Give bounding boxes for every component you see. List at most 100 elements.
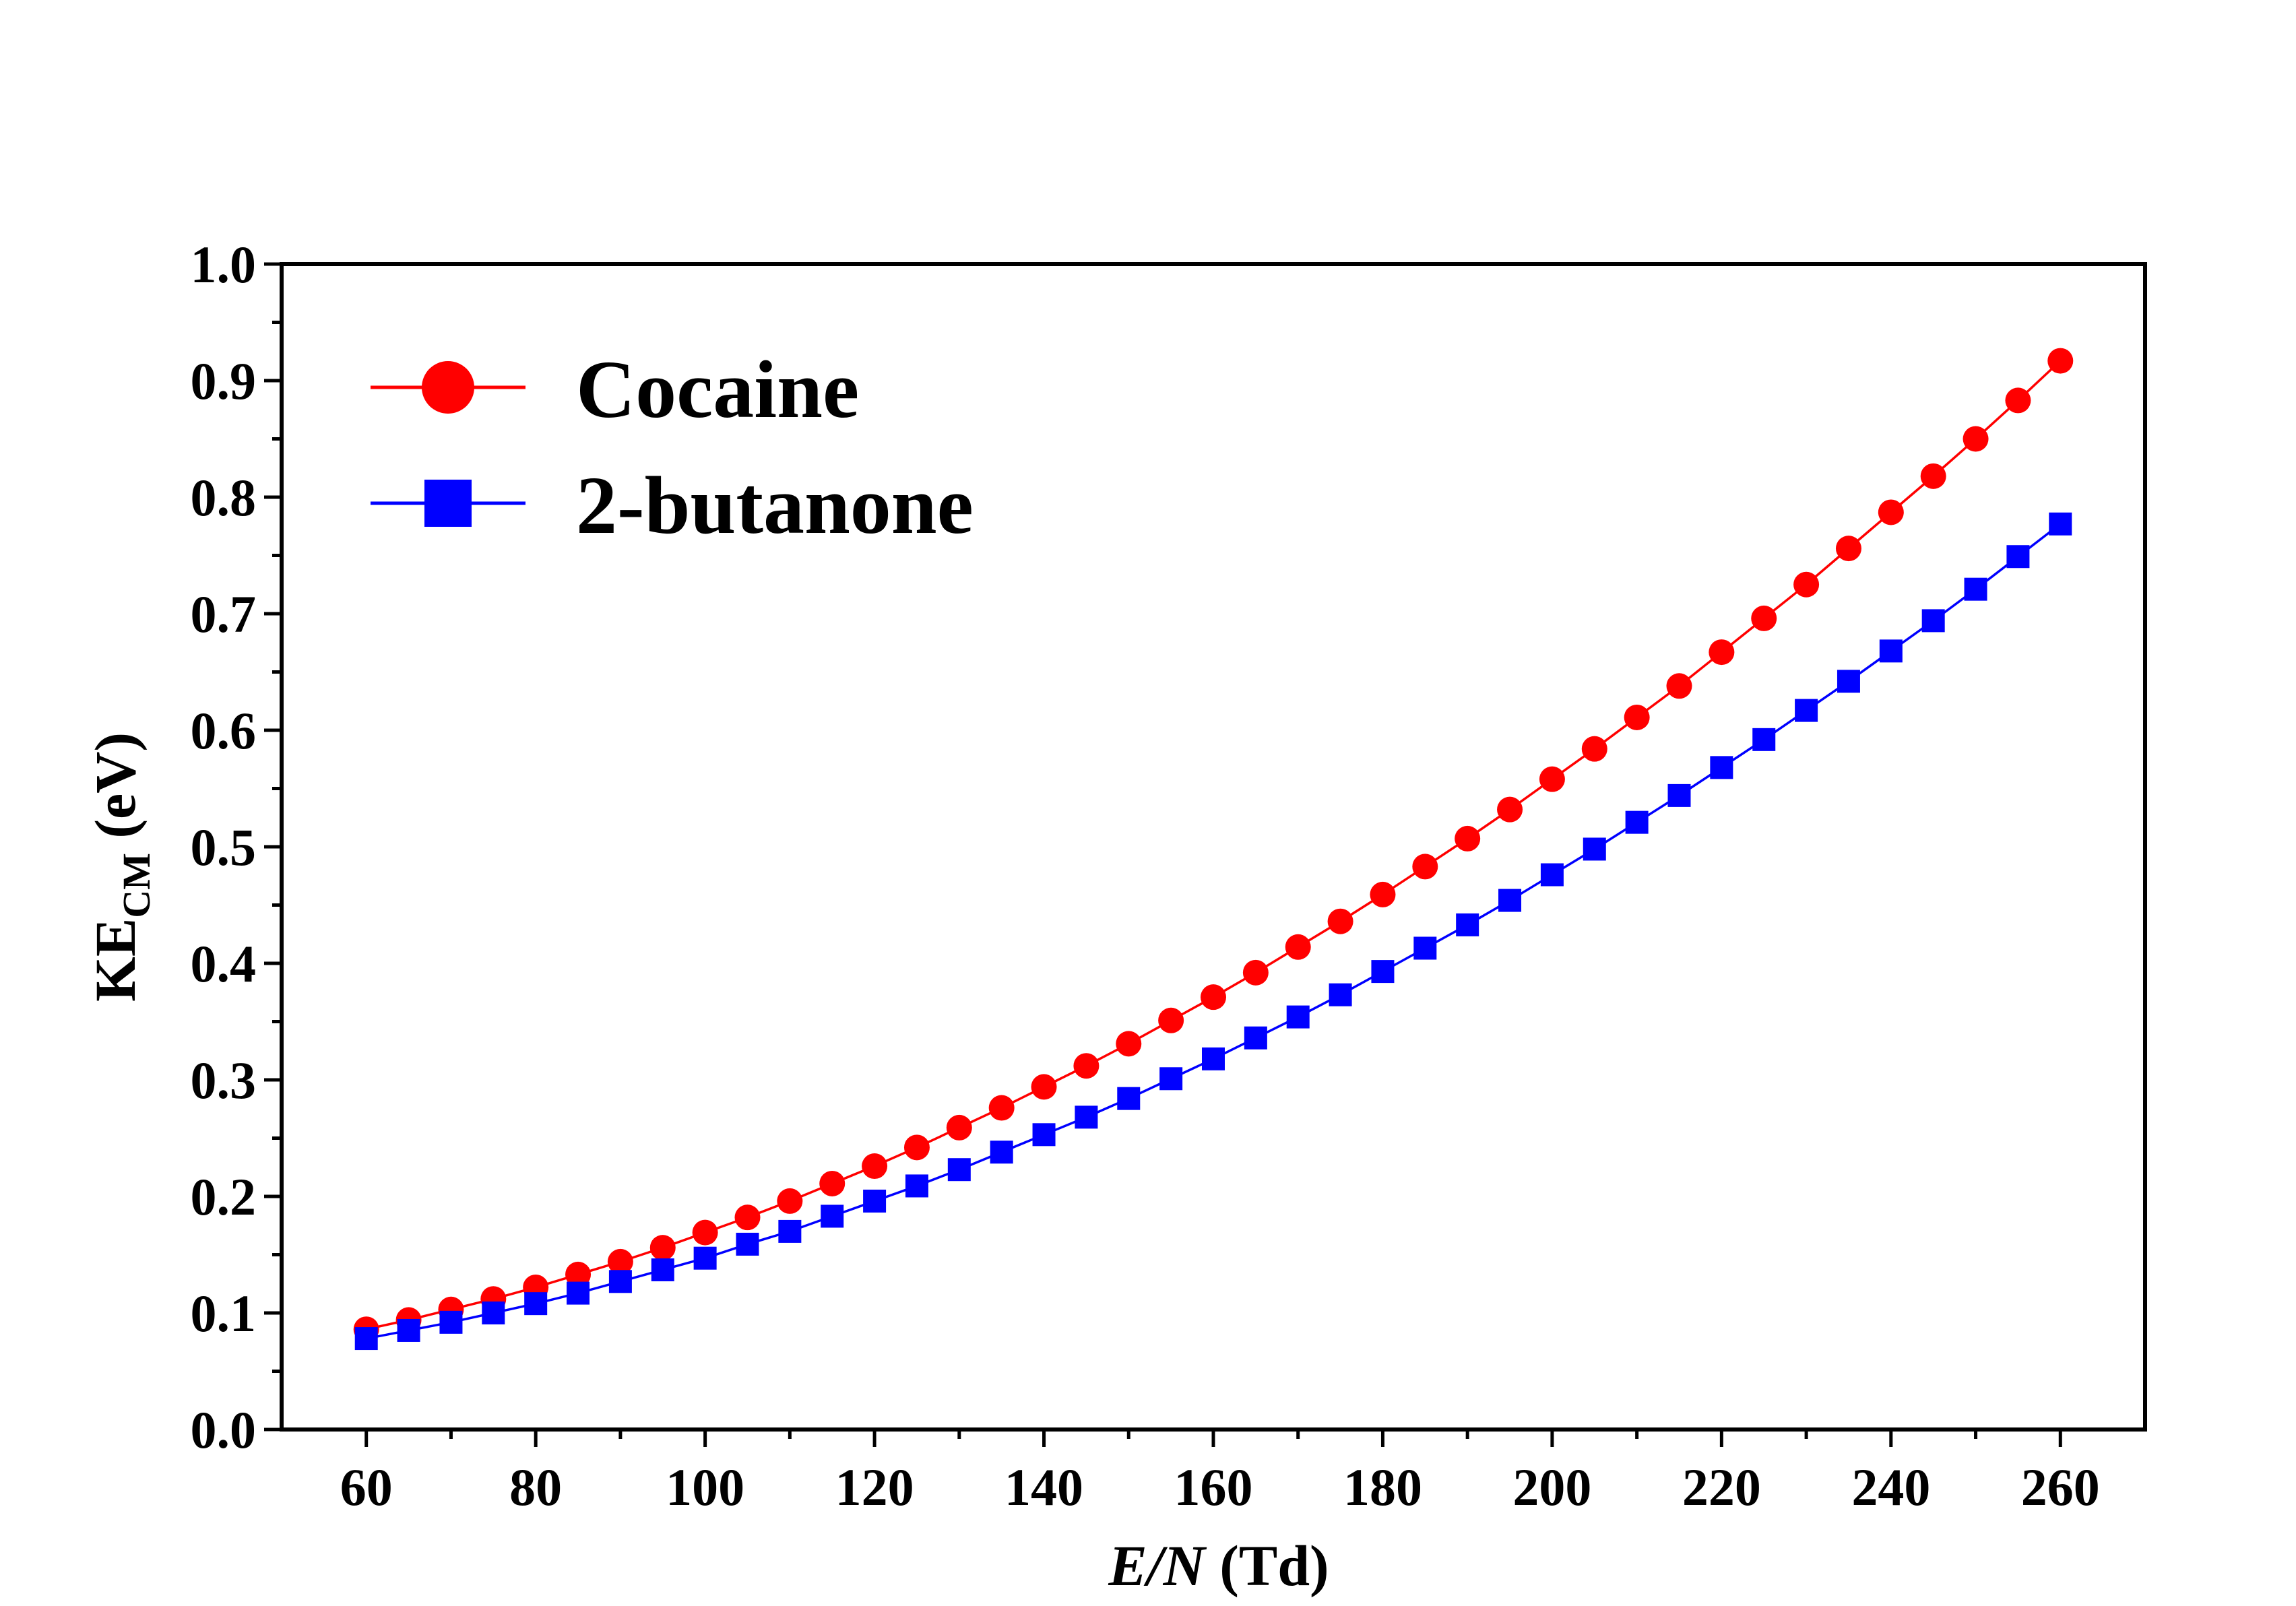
data-point-butanone xyxy=(1117,1087,1141,1110)
data-point-butanone xyxy=(439,1310,463,1334)
data-point-butanone xyxy=(1667,783,1691,807)
data-point-cocaine xyxy=(946,1114,972,1141)
data-point-cocaine xyxy=(819,1170,846,1196)
legend-label-butanone: 2-butanone xyxy=(576,460,974,551)
data-point-cocaine xyxy=(1581,736,1607,762)
data-point-cocaine xyxy=(862,1153,888,1180)
data-point-cocaine xyxy=(1412,854,1438,880)
data-point-butanone xyxy=(2049,512,2072,536)
data-point-butanone xyxy=(1202,1047,1225,1070)
series-layer xyxy=(353,348,2074,1351)
data-point-butanone xyxy=(354,1327,378,1351)
data-point-butanone xyxy=(567,1281,590,1305)
y-tick-label: 0.9 xyxy=(191,352,257,410)
y-tick-label: 0.3 xyxy=(191,1051,257,1110)
y-tick-label: 0.4 xyxy=(191,934,257,993)
y-tick-label: 0.2 xyxy=(191,1167,257,1226)
data-point-cocaine xyxy=(734,1204,761,1231)
data-point-butanone xyxy=(1244,1026,1267,1050)
data-point-cocaine xyxy=(1624,704,1650,730)
data-point-butanone xyxy=(1159,1067,1183,1091)
y-axis-title-main: KE xyxy=(83,918,148,1002)
data-point-cocaine xyxy=(1073,1053,1099,1079)
data-point-cocaine xyxy=(1666,673,1692,699)
data-point-butanone xyxy=(947,1158,971,1182)
data-point-cocaine xyxy=(1242,959,1269,986)
x-axis-title-unit: (Td) xyxy=(1205,1533,1329,1598)
data-point-butanone xyxy=(1498,889,1522,912)
y-tick-label: 0.8 xyxy=(191,468,257,527)
x-tick-label: 100 xyxy=(666,1458,744,1516)
x-tick-label: 160 xyxy=(1174,1458,1253,1516)
data-point-butanone xyxy=(693,1246,717,1270)
data-point-cocaine xyxy=(1285,934,1311,960)
x-tick-label: 180 xyxy=(1343,1458,1422,1516)
data-point-cocaine xyxy=(1327,908,1353,934)
data-point-butanone xyxy=(2006,545,2030,569)
x-tick-label: 60 xyxy=(340,1458,393,1516)
data-point-cocaine xyxy=(2047,348,2074,374)
y-tick-label: 1.0 xyxy=(191,235,257,294)
data-point-cocaine xyxy=(1878,499,1904,525)
x-axis: 60 80 100 120 140 160 180 200 220 240 260 xyxy=(340,1430,2100,1516)
data-point-butanone xyxy=(651,1258,674,1281)
data-point-cocaine xyxy=(1116,1031,1142,1057)
data-point-butanone xyxy=(778,1219,802,1243)
y-axis-title-subscript: CM xyxy=(115,853,158,918)
data-point-butanone xyxy=(1075,1105,1098,1129)
legend: Cocaine 2-butanone xyxy=(371,344,974,551)
data-point-cocaine xyxy=(565,1261,592,1287)
data-point-cocaine xyxy=(1539,766,1565,792)
data-point-butanone xyxy=(1329,983,1352,1006)
data-point-cocaine xyxy=(903,1134,930,1161)
data-point-butanone xyxy=(1752,728,1776,751)
data-point-butanone xyxy=(821,1204,844,1228)
x-tick-label: 140 xyxy=(1004,1458,1083,1516)
data-point-butanone xyxy=(1286,1005,1310,1029)
legend-marker-cocaine xyxy=(422,361,474,414)
data-point-cocaine xyxy=(1709,639,1735,666)
data-point-butanone xyxy=(608,1270,632,1293)
data-point-butanone xyxy=(1456,913,1479,936)
data-point-butanone xyxy=(863,1189,887,1213)
data-point-butanone xyxy=(482,1302,505,1324)
y-tick-label: 0.7 xyxy=(191,585,257,643)
x-tick-label: 120 xyxy=(835,1458,914,1516)
data-point-butanone xyxy=(990,1141,1013,1164)
x-tick-label: 260 xyxy=(2021,1458,2100,1516)
data-point-butanone xyxy=(524,1292,548,1316)
data-point-butanone xyxy=(1837,670,1860,693)
data-point-butanone xyxy=(1710,756,1733,779)
data-point-cocaine xyxy=(1370,881,1396,907)
x-tick-label: 200 xyxy=(1512,1458,1591,1516)
data-point-butanone xyxy=(1540,863,1564,887)
data-point-cocaine xyxy=(1751,605,1777,631)
legend-marker-butanone xyxy=(424,480,472,527)
data-point-cocaine xyxy=(1031,1074,1057,1100)
data-point-cocaine xyxy=(692,1219,718,1246)
data-point-cocaine xyxy=(1793,571,1820,598)
data-point-cocaine xyxy=(1920,463,1946,489)
data-point-butanone xyxy=(1371,960,1395,984)
x-tick-label: 80 xyxy=(509,1458,562,1516)
data-point-cocaine xyxy=(1963,426,1989,452)
x-axis-title-italic: E/N xyxy=(1108,1533,1207,1598)
y-axis-title: KECM (eV) xyxy=(83,732,158,1002)
data-point-cocaine xyxy=(1835,536,1861,562)
data-point-cocaine xyxy=(649,1235,676,1261)
data-point-cocaine xyxy=(607,1248,633,1275)
data-point-cocaine xyxy=(1201,984,1226,1010)
data-point-cocaine xyxy=(777,1188,803,1214)
y-tick-label: 0.0 xyxy=(191,1401,257,1459)
y-tick-label: 0.1 xyxy=(191,1284,257,1343)
y-tick-label: 0.5 xyxy=(191,818,257,876)
data-point-butanone xyxy=(1032,1123,1056,1147)
data-point-butanone xyxy=(1964,577,1987,601)
y-tick-label: 0.6 xyxy=(191,701,257,760)
data-point-cocaine xyxy=(1455,825,1481,852)
data-point-cocaine xyxy=(988,1095,1015,1121)
data-point-cocaine xyxy=(2005,387,2031,414)
data-point-cocaine xyxy=(1497,796,1523,823)
